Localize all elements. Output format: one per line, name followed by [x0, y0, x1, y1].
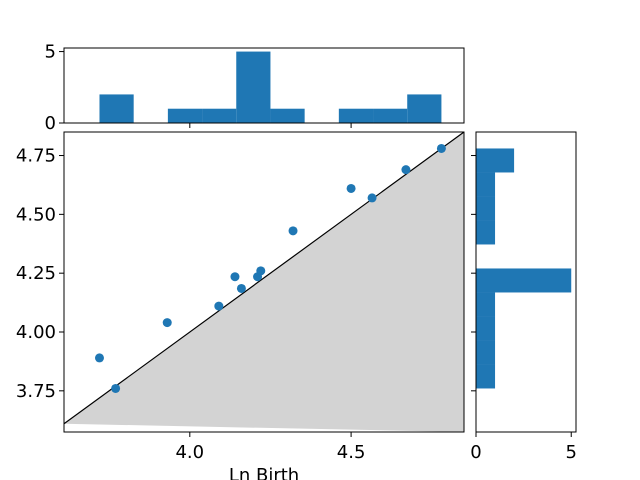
x-tick-label: 0	[470, 442, 481, 463]
histogram-bar	[476, 148, 515, 173]
scatter-point	[367, 193, 377, 203]
right-axes-frame	[475, 131, 577, 433]
x-tick-label: 4.5	[337, 442, 366, 463]
main-scatter-panel: 4.0 4.5 3.75 4.00 4.25 4.50 4.75	[16, 131, 465, 463]
scatter-point	[94, 353, 104, 363]
histogram-bar	[476, 196, 496, 221]
histogram-bar	[476, 220, 496, 245]
y-tick-label: 4.00	[16, 322, 56, 343]
below-diagonal-region	[64, 132, 464, 432]
top-axes-frame	[63, 47, 465, 124]
histogram-bar	[236, 51, 271, 124]
scatter-point	[401, 165, 411, 175]
histogram-bar	[476, 268, 572, 293]
histogram-bar	[338, 108, 374, 123]
y-tick-label: 4.25	[16, 263, 56, 284]
histogram-bar	[167, 108, 203, 123]
histogram-bar	[476, 292, 496, 317]
scatter-point	[236, 283, 246, 293]
y-tick-label: 5	[45, 42, 56, 63]
scatter-point	[111, 383, 121, 393]
histogram-bar	[270, 108, 305, 123]
y-tick-label: 4.50	[16, 204, 56, 225]
y-tick-label: 4.75	[16, 146, 56, 167]
scatter-point	[162, 318, 172, 328]
scatter-point	[230, 272, 240, 282]
x-axis-label: Ln Birth	[229, 465, 299, 480]
main-axes-frame	[63, 131, 465, 433]
diagonal-line	[63, 131, 465, 425]
histogram-bar	[476, 172, 496, 197]
x-tick-label: 5	[566, 442, 577, 463]
histogram-bar	[373, 108, 408, 123]
x-tick-label: 4.0	[175, 442, 204, 463]
histogram-bar	[202, 108, 237, 123]
histogram-bar	[476, 364, 496, 389]
histogram-bar	[99, 94, 134, 123]
histogram-bar	[407, 94, 442, 123]
histogram-bar	[476, 340, 496, 365]
y-tick-label: 3.75	[16, 381, 56, 402]
scatter-point	[346, 183, 356, 193]
histogram-bar	[476, 316, 496, 341]
y-tick-label: 0	[45, 113, 56, 134]
scatter-point	[288, 226, 298, 236]
scatter-point	[436, 143, 446, 153]
scatter-point	[256, 266, 266, 276]
top-histogram-panel: 05	[45, 42, 465, 134]
scatter-point	[214, 301, 224, 311]
